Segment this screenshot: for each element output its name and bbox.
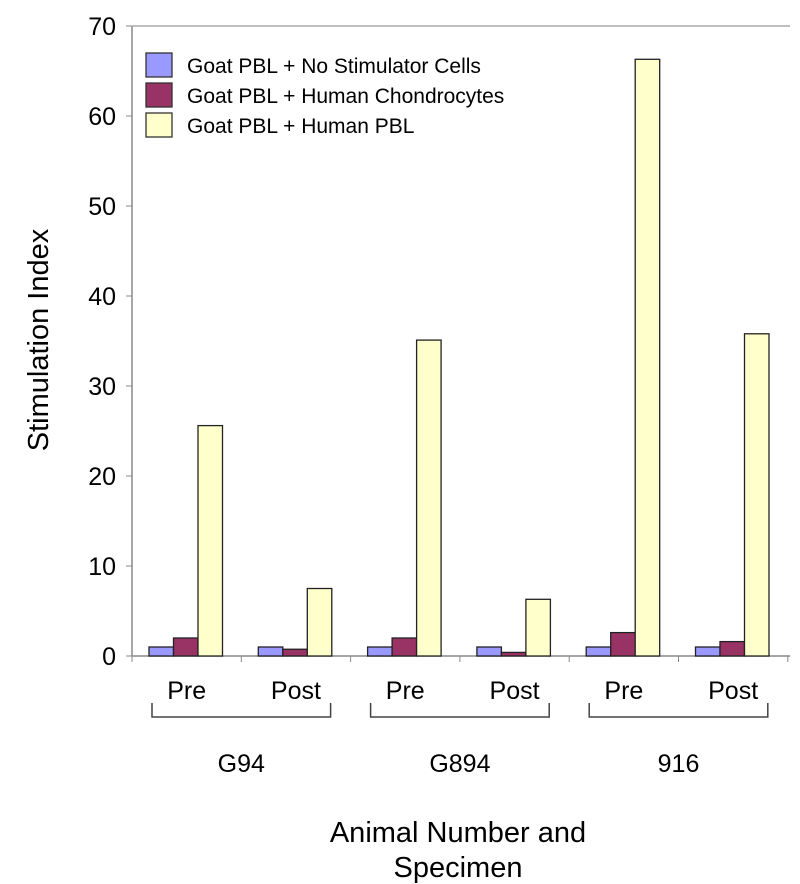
category-label: Post [271, 677, 321, 705]
bar-1-5 [719, 640, 746, 657]
legend-label-0: Goat PBL + No Stimulator Cells [187, 55, 481, 78]
bar-0-4 [585, 646, 612, 657]
group-label: 916 [658, 750, 700, 778]
bar-0-5 [694, 646, 721, 657]
legend-label-2: Goat PBL + Human PBL [187, 115, 414, 138]
bar-1-2 [391, 637, 418, 657]
bar-2-2 [415, 339, 442, 657]
y-tick-label: 0 [102, 643, 116, 671]
bar-2-3 [525, 598, 552, 657]
bar-0-1 [257, 646, 284, 657]
bar-1-3 [500, 651, 527, 657]
bar-0-2 [366, 646, 393, 657]
x-axis-title-line2: Specimen [394, 852, 523, 884]
group-bracket [588, 703, 769, 718]
bar-0-0 [148, 646, 175, 657]
y-axis-title: Stimulation Index [23, 228, 55, 451]
bar-1-0 [172, 637, 199, 657]
bar-2-4 [634, 58, 661, 657]
category-label: Pre [386, 677, 425, 705]
category-label: Pre [167, 677, 206, 705]
y-tick-label: 40 [88, 283, 116, 311]
y-tick-label: 10 [88, 553, 116, 581]
group-label: G94 [218, 750, 265, 778]
legend-swatch-0 [145, 52, 173, 78]
group-bracket [151, 703, 332, 718]
group-label: G894 [429, 750, 490, 778]
category-label: Pre [604, 677, 643, 705]
bar-1-1 [282, 648, 308, 657]
y-tick-label: 30 [88, 373, 116, 401]
y-tick-label: 60 [88, 103, 116, 131]
y-tick-label: 50 [88, 193, 116, 221]
category-label: Post [708, 677, 758, 705]
bar-0-3 [476, 646, 503, 657]
legend-label-1: Goat PBL + Human Chondrocytes [187, 85, 504, 108]
bar-2-5 [743, 333, 770, 657]
y-tick-label: 20 [88, 463, 116, 491]
category-label: Post [490, 677, 540, 705]
legend-swatch-2 [145, 112, 173, 138]
bar-2-1 [306, 587, 333, 657]
y-tick-label: 70 [88, 13, 116, 41]
legend-swatch-1 [145, 82, 173, 108]
bar-1-4 [610, 631, 636, 657]
bar-2-0 [197, 424, 224, 657]
x-axis-title-line1: Animal Number and [330, 817, 586, 849]
group-bracket [369, 703, 550, 718]
